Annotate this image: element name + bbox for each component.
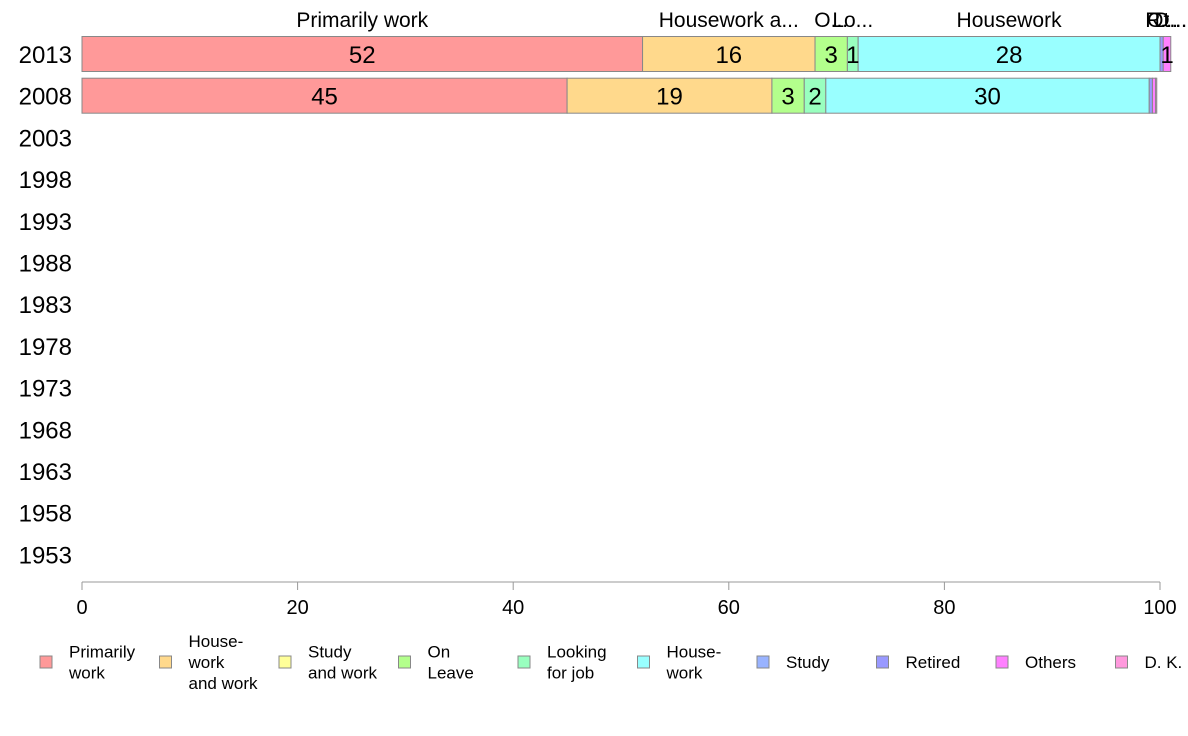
legend-label: Study [786, 653, 830, 672]
series-top-label: D... [1154, 9, 1187, 32]
x-tick-label: 60 [718, 597, 740, 619]
legend-swatch [756, 655, 770, 669]
data-label: 1 [846, 42, 859, 69]
y-tick-label: 1988 [19, 251, 72, 278]
y-tick-label: 2013 [19, 42, 72, 69]
legend-label: D. K. [1145, 653, 1183, 672]
series-top-label: O... [814, 9, 848, 32]
bar-segment [642, 36, 816, 72]
legend-swatch [517, 655, 531, 669]
data-label: 2 [808, 84, 821, 111]
legend-label: and work [189, 674, 258, 693]
legend-item: House-work and work [159, 632, 258, 693]
y-tick-label: 1993 [19, 209, 72, 236]
y-tick-label: 2008 [19, 84, 72, 111]
y-tick-label: 1978 [19, 334, 72, 361]
data-label: 16 [715, 42, 742, 69]
y-tick-label: 1953 [19, 542, 72, 569]
legend-label: Retired [906, 653, 961, 672]
x-tick-label: 20 [286, 597, 308, 619]
bars [81, 36, 1172, 114]
legend-item: Others [995, 653, 1076, 672]
data-label: 28 [996, 42, 1023, 69]
data-label: 52 [349, 42, 376, 69]
data-label: 3 [781, 84, 794, 111]
legend-item: House-work [637, 643, 722, 683]
data-labels: 52 16 3 1 28 145 19 3 2 30 [311, 42, 1173, 111]
legend-label: work [188, 653, 225, 672]
series-top-label: Lo... [832, 9, 873, 32]
legend-label: for job [547, 664, 594, 683]
bar-segment [1162, 36, 1172, 72]
legend-swatch [398, 655, 411, 669]
data-label: 45 [311, 84, 338, 111]
bar-segment [81, 36, 644, 72]
bar-segment [1155, 77, 1158, 114]
series-top-label: Housework a... [659, 9, 799, 32]
legend-label: Primarily [69, 643, 136, 662]
y-axis-labels: 2013 2008 2003 1998 1993 1988 1983 1978 1973 1968… [19, 42, 72, 569]
x-tick-label: 100 [1143, 597, 1176, 619]
y-tick-label: 1958 [19, 501, 72, 528]
bar-segment [81, 77, 568, 114]
legend-item: On Leave [398, 643, 474, 683]
data-label: 3 [825, 42, 838, 69]
y-tick-label: 1998 [19, 167, 72, 194]
x-tick-label: 80 [933, 597, 955, 619]
x-tick-label: 40 [502, 597, 524, 619]
legend-label: work [666, 664, 703, 683]
x-axis: 0 20 40 60 80 100 [76, 581, 1177, 619]
y-tick-label: 1983 [19, 292, 72, 319]
legend-swatch [278, 655, 292, 669]
legend-label: House- [667, 643, 722, 662]
legend-item: Primarily work [39, 643, 136, 683]
legend-item: D. K. [1115, 653, 1183, 672]
legend-label: and work [308, 664, 377, 683]
y-tick-label: 1973 [19, 376, 72, 403]
data-label: 19 [656, 84, 683, 111]
series-top-label: Housework [957, 9, 1063, 32]
legend-label: Others [1025, 653, 1076, 672]
bar-segment [771, 77, 805, 114]
x-tick-label: 0 [76, 597, 87, 619]
legend-item: Retired [876, 653, 961, 672]
series-top-label: Primarily work [296, 9, 428, 32]
legend-swatch [876, 655, 889, 669]
legend-label: Leave [428, 664, 474, 683]
legend-item: Looking for job [517, 643, 607, 683]
legend-item: Study [756, 653, 830, 672]
legend-label: Study [308, 643, 352, 662]
data-label: 30 [974, 84, 1001, 111]
series-top-label: R... [1145, 9, 1178, 32]
series-top-label: Ot... [1147, 9, 1187, 32]
legend-label: House- [189, 632, 244, 651]
legend-swatch [1115, 655, 1128, 669]
legend-label: On [428, 643, 451, 662]
bar-segment [814, 36, 848, 72]
y-tick-label: 1963 [19, 459, 72, 486]
data-label: 1 [1160, 42, 1173, 69]
bar-segment [566, 77, 773, 114]
legend-swatch [39, 655, 53, 669]
y-tick-label: 1968 [19, 417, 72, 444]
legend-label: Looking [547, 643, 607, 662]
legend-item: Study and work [278, 643, 377, 683]
legend-swatch [995, 655, 1009, 669]
top-labels: Primarily work Housework a... O...Lo... Hou… [296, 9, 1187, 32]
legend-swatch [159, 655, 172, 669]
legend-swatch [637, 655, 650, 669]
y-tick-label: 2003 [19, 125, 72, 152]
legend-label: work [68, 664, 105, 683]
